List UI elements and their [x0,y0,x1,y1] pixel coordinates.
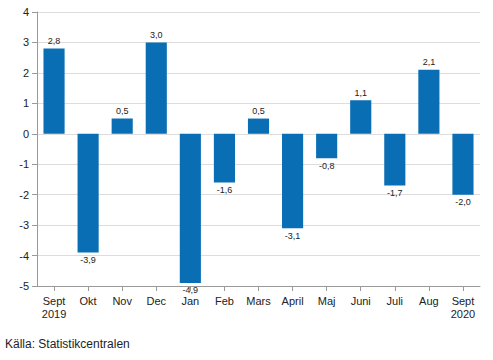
svg-text:Sept: Sept [452,295,475,307]
svg-text:-3,1: -3,1 [285,231,301,241]
svg-text:2019: 2019 [42,308,66,320]
svg-text:-3,9: -3,9 [80,255,96,265]
svg-text:-1: -1 [19,158,29,170]
svg-text:-4,9: -4,9 [183,285,199,295]
svg-text:-1,6: -1,6 [217,185,233,195]
svg-text:-4: -4 [19,250,29,262]
svg-text:-3: -3 [19,219,29,231]
svg-text:Aug: Aug [419,295,439,307]
svg-text:-0,8: -0,8 [319,161,335,171]
svg-text:Nov: Nov [112,295,132,307]
svg-text:2,8: 2,8 [48,36,61,46]
svg-text:-1,7: -1,7 [387,188,403,198]
svg-text:2,1: 2,1 [423,57,436,67]
svg-text:Dec: Dec [146,295,166,307]
svg-text:Jan: Jan [181,295,199,307]
svg-text:3,0: 3,0 [150,30,163,40]
svg-text:Juni: Juni [351,295,371,307]
svg-text:Juli: Juli [387,295,404,307]
svg-text:0: 0 [23,128,29,140]
svg-text:2020: 2020 [451,308,475,320]
svg-text:0,5: 0,5 [116,106,129,116]
svg-text:Okt: Okt [80,295,97,307]
svg-text:-2: -2 [19,189,29,201]
svg-text:-2,0: -2,0 [455,197,471,207]
svg-text:Sept: Sept [43,295,66,307]
svg-text:Maj: Maj [318,295,336,307]
svg-text:Feb: Feb [215,295,234,307]
svg-text:Källa: Statistikcentralen: Källa: Statistikcentralen [5,337,130,351]
svg-text:2: 2 [23,67,29,79]
svg-text:4: 4 [23,6,29,18]
svg-text:April: April [282,295,304,307]
svg-text:3: 3 [23,36,29,48]
svg-text:Mars: Mars [246,295,271,307]
svg-text:0,5: 0,5 [252,106,265,116]
svg-text:-5: -5 [19,280,29,292]
svg-text:1: 1 [23,97,29,109]
svg-text:1,1: 1,1 [354,88,367,98]
